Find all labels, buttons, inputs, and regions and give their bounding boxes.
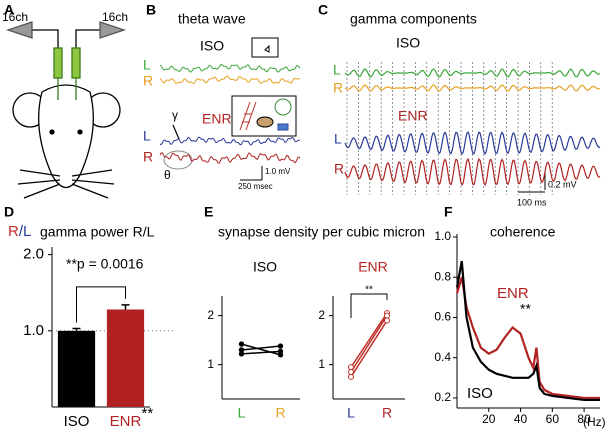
condition-label: ISO [200,38,224,54]
trace [344,131,601,156]
point [277,343,284,349]
trace [344,68,601,78]
x-tick-label: ENR [110,413,142,430]
series-label: ENR [497,285,529,302]
channel-label: R [143,149,153,165]
y-tick-label: 0.8 [434,269,451,283]
channel-label: L [143,57,151,73]
pair-line [241,345,281,351]
x-tick-label: ISO [64,413,90,430]
point [384,317,390,324]
chart-title: coherence [490,224,556,240]
panel-title: theta wave [178,11,246,27]
mouse-diagram [5,21,127,199]
trace [159,152,301,164]
y-tick-label: 0.6 [434,310,451,324]
trace [159,63,301,73]
x-tick-label: 20 [482,412,496,426]
y-tick-label: 2 [318,308,325,322]
channel-label: L [334,131,342,147]
annotation: ** [365,285,373,296]
point [238,341,245,347]
channel-label: L [143,128,151,144]
y-tick-label: 2 [207,308,214,322]
x-tick-label: 80 [577,412,591,426]
x-tick-label: L [347,405,355,421]
line-series [455,276,600,400]
pair-line [241,350,281,355]
channel-label: R [143,73,153,89]
y-tick-label: 0.2 [434,390,451,404]
error-bar [72,327,81,331]
pair-line [350,320,388,378]
x-tick-label: 60 [546,412,560,426]
scale-label: 250 msec [238,182,273,191]
chart-title: synapse density per cubic micron [218,224,425,240]
y-tick-label: 2.0 [23,246,44,263]
panel-title: gamma components [350,11,477,27]
insets [163,37,297,170]
x-tick-label: R [382,405,392,421]
x-axis-label: (Hz) [583,415,606,429]
significance-mark: ** [142,405,154,422]
annotation: ** [520,301,531,317]
panel-label: A [4,2,14,18]
y-axis-label-part: /L [19,223,32,240]
condition-label: ISO [396,35,420,51]
pair-line [241,343,281,356]
trace [159,136,301,146]
x-tick-label: L [238,405,246,421]
symbol: θ [164,168,171,182]
y-tick-label: 1.0 [23,322,44,339]
bar [106,309,145,407]
condition-label: ENR [202,111,232,127]
trace [159,75,301,84]
symbol: γ [172,108,178,122]
trace [344,84,601,92]
scale-label: 100 ms [517,197,547,207]
channel-label: 16ch [102,10,128,24]
condition-label: ENR [398,108,428,124]
panel-label: D [4,204,14,220]
y-tick-label: 1 [207,357,214,371]
channel-label: R [334,161,344,177]
x-tick-label: R [275,405,285,421]
point [348,373,354,380]
point [384,312,390,319]
channel-label: 16ch [2,10,28,24]
channel-label: R [333,80,343,96]
y-axis-label: R/L [8,223,31,240]
y-tick-label: 0.4 [434,350,451,364]
x-tick-label: 40 [514,412,528,426]
panel-label: B [146,2,156,18]
annotation: **p = 0.0016 [66,256,144,272]
y-axis-label-part: R [8,223,19,240]
channel-label: L [333,62,341,78]
series-label: ISO [467,385,493,402]
bar [57,330,96,407]
chart-subtitle: ENR [358,259,388,275]
chart-title: gamma power R/L [40,224,155,240]
y-tick-label: 1 [318,357,325,371]
scale-label: 0.2 mV [548,179,577,189]
bracket [76,286,126,323]
pair-line [350,315,388,373]
point [277,348,284,355]
bracket [350,293,388,318]
panel-label: E [204,204,213,220]
error-bar [121,304,130,310]
y-tick-label: 1.0 [434,229,451,243]
scale-label: 1.0 mV [265,167,291,176]
scale-bar [240,166,263,181]
pair-line [350,312,388,368]
panel-label: F [444,204,453,220]
panel-label: C [318,2,328,18]
trace [344,157,601,187]
line-series [455,260,600,402]
point [238,351,245,357]
chart-subtitle: ISO [253,259,277,275]
